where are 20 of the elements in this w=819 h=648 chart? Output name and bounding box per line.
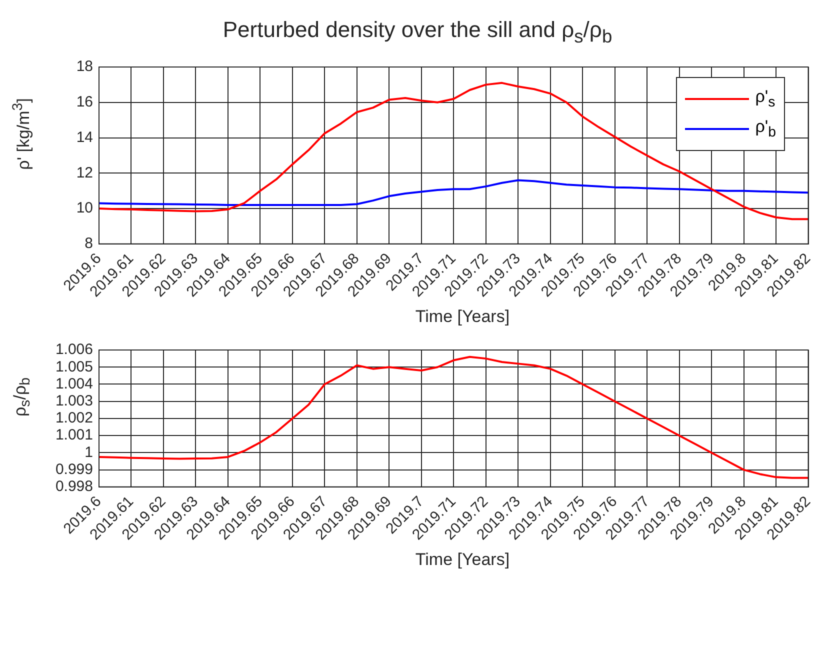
- y-tick-label: 1.002: [55, 410, 93, 427]
- y-tick-label: 10: [76, 200, 93, 217]
- y-tick-label: 1.001: [55, 426, 93, 444]
- y-tick-label: 14: [76, 128, 93, 146]
- legend-label: ρ'$_{s}$: [755, 87, 776, 111]
- x-axis-title: Time [Years]: [414, 550, 511, 571]
- chart-title: Perturbed density over the sill and ρ$_{s}$/ρ$_{b}$: [222, 16, 614, 48]
- y-tick-label: 0.998: [55, 478, 93, 496]
- y-tick-label: 18: [76, 58, 93, 76]
- y-tick-label: 16: [76, 94, 93, 111]
- y-tick-label: 1.006: [55, 341, 93, 358]
- y-tick-label: 0.999: [55, 460, 93, 478]
- y-tick-label: 12: [76, 164, 93, 182]
- y-tick-label: 1.003: [55, 392, 93, 410]
- y-tick-label: 1: [84, 444, 93, 461]
- x-axis-title: Time [Years]: [414, 307, 511, 328]
- legend-label: ρ'$_{b}$: [755, 117, 776, 141]
- y-tick-label: 1.005: [55, 358, 93, 376]
- y-tick-label: 8: [84, 235, 93, 252]
- y-tick-label: 1.004: [55, 375, 93, 392]
